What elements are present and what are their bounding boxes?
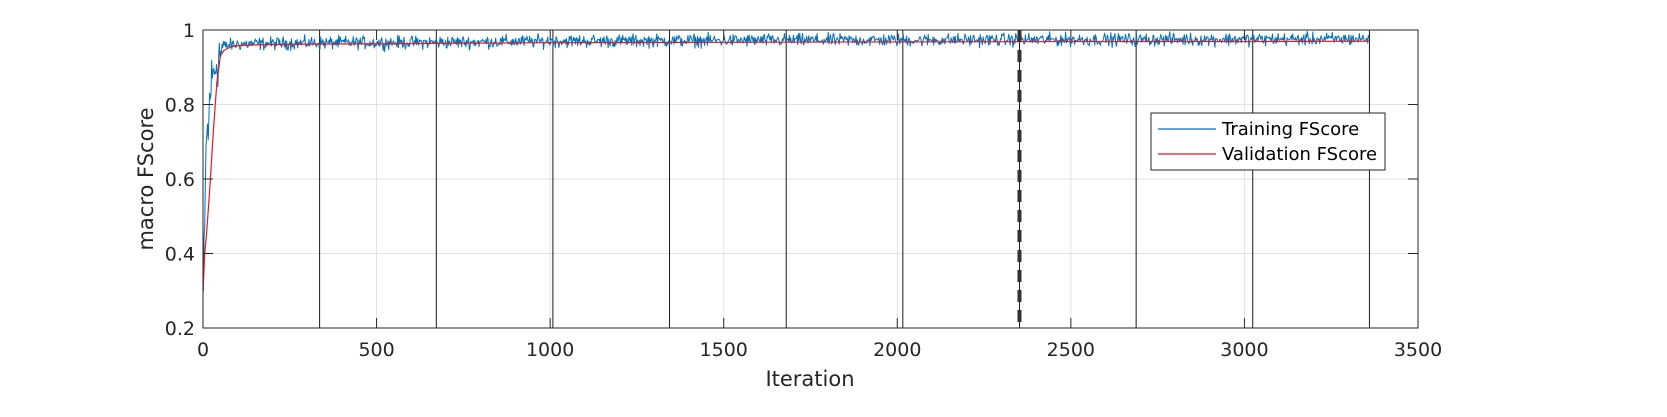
x-tick-label: 500 xyxy=(358,339,394,361)
validation-fscore-line xyxy=(202,40,1370,291)
axis-ticks xyxy=(202,29,1419,329)
legend-label-validation: Validation FScore xyxy=(1222,144,1377,165)
series-lines xyxy=(202,30,1370,292)
x-tick-label: 3000 xyxy=(1220,339,1268,361)
y-tick-label: 0.6 xyxy=(165,169,195,191)
x-tick-label: 1500 xyxy=(700,339,748,361)
tick-labels: 0 500 1000 1500 2000 2500 3000 3500 0.2 0.4 0.6 0.8… xyxy=(165,20,1442,361)
x-tick-label: 2000 xyxy=(873,339,921,361)
x-tick-label: 1000 xyxy=(526,339,574,361)
x-tick-label: 0 xyxy=(197,339,209,361)
x-tick-label: 2500 xyxy=(1047,339,1095,361)
y-axis-label: macro FScore xyxy=(134,107,158,250)
legend: Training FScore Validation FScore xyxy=(1150,112,1386,171)
y-tick-label: 1 xyxy=(183,20,195,42)
grid xyxy=(203,30,1418,328)
legend-box xyxy=(1150,112,1386,171)
legend-label-training: Training FScore xyxy=(1221,119,1359,140)
y-tick-label: 0.4 xyxy=(165,244,195,266)
y-tick-label: 0.8 xyxy=(165,95,195,117)
x-axis-label: Iteration xyxy=(765,367,854,391)
x-tick-label: 3500 xyxy=(1394,339,1442,361)
y-tick-label: 0.2 xyxy=(165,318,195,340)
